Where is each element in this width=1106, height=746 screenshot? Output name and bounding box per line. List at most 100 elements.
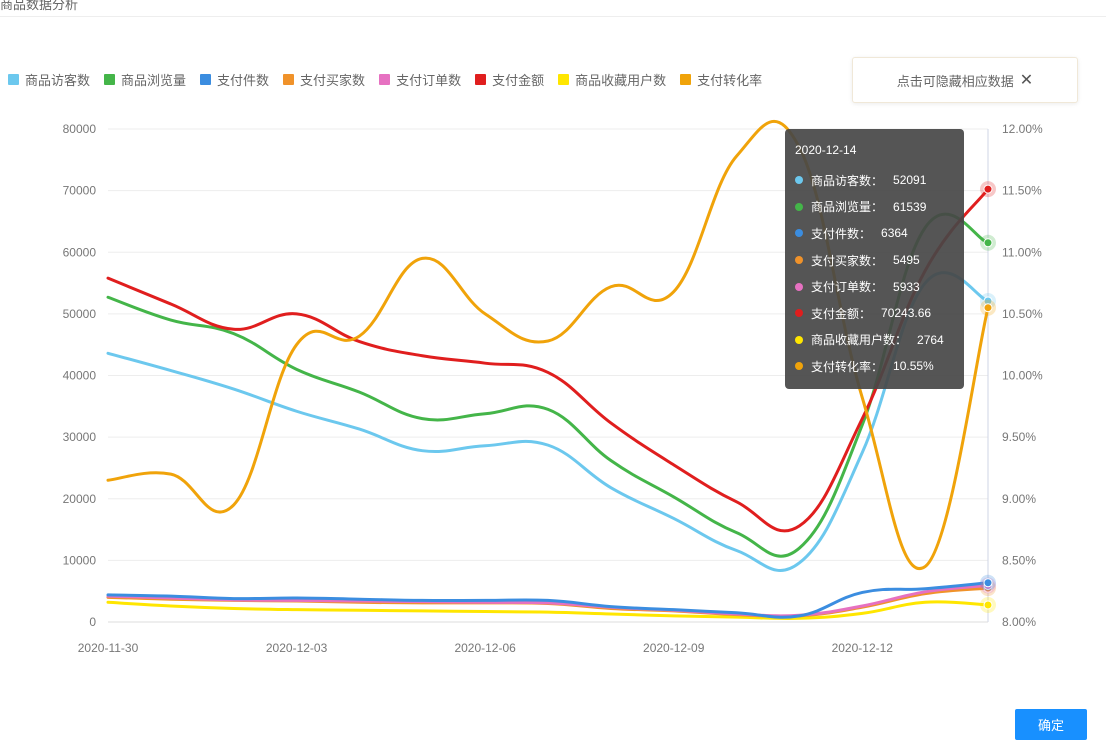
series-marker: [983, 578, 993, 588]
tooltip-row: 支付件数： 6364: [795, 220, 954, 247]
y-right-tick-label: 10.00%: [1002, 369, 1043, 383]
legend-item[interactable]: 商品浏览量: [104, 70, 186, 89]
tooltip-dot: [795, 202, 803, 211]
series-layer: [106, 119, 990, 620]
legend-label: 商品收藏用户数: [575, 73, 667, 88]
y-left-tick-label: 50000: [63, 307, 97, 321]
legend-swatch: [283, 74, 295, 85]
x-tick-label: 2020-12-03: [266, 641, 328, 655]
tooltip-row: 支付订单数： 5933: [795, 273, 954, 300]
chart-tooltip: 2020-12-14 商品访客数： 52091 商品浏览量： 61539 支付件数： 63…: [785, 129, 964, 389]
tooltip-series-name: 商品访客数: [811, 173, 872, 188]
legend-swatch: [475, 74, 487, 85]
series-line: [106, 600, 990, 620]
tooltip-row: 商品访客数： 52091: [795, 167, 954, 194]
series-line: [106, 187, 990, 533]
tooltip-value: 70243.66: [881, 306, 932, 321]
tooltip-series-name: 商品浏览量: [811, 200, 872, 215]
tooltip-date: 2020-12-14: [795, 143, 857, 157]
legend-item[interactable]: 支付订单数: [379, 70, 461, 89]
legend-swatch: [104, 74, 116, 85]
series-line: [106, 583, 990, 618]
legend-swatch: [558, 74, 570, 85]
page-title: 商品数据分析: [0, 0, 79, 12]
tooltip-value: 61539: [893, 199, 927, 214]
legend-label: 支付件数: [217, 73, 270, 88]
legend-item[interactable]: 支付件数: [200, 70, 269, 89]
hint-text: 点击可隐藏相应数据: [896, 73, 1014, 89]
series-marker: [983, 238, 993, 248]
series-marker: [983, 303, 993, 313]
tooltip-dot: [795, 282, 803, 291]
y-left-tick-label: 20000: [63, 492, 97, 506]
legend-label: 商品访客数: [25, 73, 91, 88]
x-tick-label: 2020-12-06: [454, 641, 516, 655]
x-tick-label: 2020-11-30: [78, 641, 139, 655]
y-left-tick-label: 40000: [63, 369, 97, 383]
legend-item[interactable]: 支付转化率: [680, 70, 762, 89]
tooltip-row: 支付买家数： 5495: [795, 247, 954, 274]
tooltip-dot: [795, 309, 803, 318]
legend-item[interactable]: 支付金额: [475, 70, 544, 89]
legend-label: 支付买家数: [300, 73, 366, 88]
tooltip-row: 商品浏览量： 61539: [795, 194, 954, 221]
y-right-tick-label: 9.50%: [1002, 430, 1036, 444]
tooltip-series-name: 支付件数: [811, 226, 860, 241]
y-left-tick-label: 80000: [63, 122, 97, 136]
series-marker: [983, 184, 993, 194]
tooltip-value: 10.55%: [893, 359, 934, 374]
y-right-tick-label: 8.50%: [1002, 553, 1036, 567]
y-right-tick-label: 9.00%: [1002, 492, 1036, 506]
tooltip-dot: [795, 229, 803, 238]
legend-item[interactable]: 商品访客数: [8, 70, 90, 89]
y-left-tick-label: 70000: [63, 184, 97, 198]
y-right-tick-label: 8.00%: [1002, 615, 1036, 629]
tooltip-value: 5495: [893, 253, 920, 268]
y-left-tick-label: 0: [89, 615, 96, 629]
tooltip-dot: [795, 176, 803, 185]
tooltip-row: 支付金额： 70243.66: [795, 300, 954, 327]
tooltip-row: 支付转化率： 10.55%: [795, 353, 954, 380]
x-tick-label: 2020-12-12: [832, 641, 894, 655]
tooltip-value: 6364: [881, 226, 908, 241]
legend-label: 支付订单数: [396, 73, 462, 88]
confirm-button[interactable]: 确定: [1015, 709, 1087, 740]
tooltip-row: 商品收藏用户数： 2764: [795, 327, 954, 354]
series-line: [106, 119, 990, 571]
tooltip-value: 2764: [917, 332, 944, 347]
legend-item[interactable]: 支付买家数: [283, 70, 365, 89]
tooltip-value: 5933: [893, 279, 920, 294]
y-right-tick-label: 12.00%: [1002, 122, 1043, 136]
x-tick-label: 2020-12-09: [643, 641, 705, 655]
tooltip-dot: [795, 335, 803, 344]
axis-layer: 0 8.00% 10000 8.50% 20000 9.00% 30000 9.50% 4000…: [63, 122, 1043, 655]
tooltip-series-name: 支付买家数: [811, 253, 872, 268]
marker-layer: [980, 181, 996, 613]
y-left-tick-label: 30000: [63, 430, 97, 444]
tooltip-series-name: 支付订单数: [811, 280, 872, 295]
y-left-tick-label: 10000: [63, 553, 97, 567]
legend-swatch: [379, 74, 391, 85]
close-icon[interactable]: ✕: [1019, 72, 1034, 89]
legend-label: 支付金额: [492, 73, 545, 88]
legend-swatch: [680, 74, 692, 85]
series-line: [106, 581, 990, 619]
y-right-tick-label: 11.00%: [1002, 245, 1042, 259]
tooltip-value: 52091: [893, 173, 927, 188]
legend-label: 支付转化率: [697, 73, 763, 88]
tooltip-dot: [795, 256, 803, 265]
header-divider: [0, 16, 1106, 17]
y-right-tick-label: 11.50%: [1002, 184, 1042, 198]
tooltip-series-name: 商品收藏用户数: [811, 333, 896, 348]
hint-box: 点击可隐藏相应数据 ✕: [852, 57, 1078, 103]
legend-swatch: [200, 74, 212, 85]
legend-item[interactable]: 商品收藏用户数: [558, 70, 666, 89]
tooltip-series-name: 支付金额: [811, 306, 860, 321]
chart-legend: 商品访客数 商品浏览量 支付件数 支付买家数 支付订单数 支付金额 商品收藏用户数 支付转化率: [8, 70, 762, 89]
series-line: [106, 271, 990, 572]
y-left-tick-label: 60000: [63, 245, 97, 259]
legend-label: 商品浏览量: [121, 73, 187, 88]
tooltip-dot: [795, 362, 803, 371]
legend-swatch: [8, 74, 19, 85]
tooltip-rows: 商品访客数： 52091 商品浏览量： 61539 支付件数： 6364 支付买家数： 549…: [795, 167, 954, 380]
